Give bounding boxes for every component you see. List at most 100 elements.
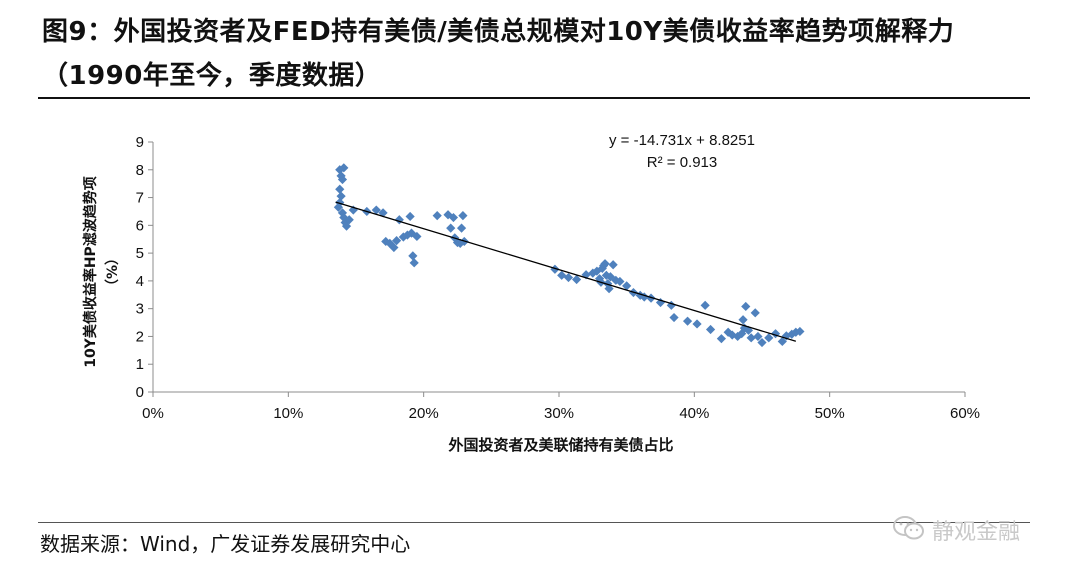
data-point bbox=[781, 331, 791, 341]
x-axis-title: 外国投资者及美联储持有美债占比 bbox=[447, 436, 673, 454]
data-point bbox=[408, 251, 418, 261]
data-source-note: 数据来源：Wind，广发证券发展研究中心 bbox=[40, 532, 411, 556]
y-axis-title-line2: （%） bbox=[105, 251, 121, 293]
y-tick-label: 4 bbox=[136, 273, 144, 290]
data-point bbox=[716, 334, 726, 344]
data-point bbox=[705, 324, 716, 335]
x-tick-label: 10% bbox=[273, 405, 303, 422]
data-point bbox=[777, 336, 787, 347]
data-point bbox=[398, 232, 408, 242]
x-tick-label: 20% bbox=[409, 405, 439, 422]
r-squared-label: R² = 0.913 bbox=[647, 154, 717, 171]
x-tick-label: 30% bbox=[544, 405, 574, 422]
data-point bbox=[770, 329, 781, 339]
data-point bbox=[392, 236, 402, 246]
y-axis-title: 10Y美债收益率HP滤波趋势项 （%） bbox=[82, 176, 121, 368]
y-tick-label: 3 bbox=[136, 301, 144, 318]
y-tick-label: 8 bbox=[136, 162, 144, 179]
x-tick-label: 50% bbox=[815, 405, 845, 422]
y-axis-title-line1: 10Y美债收益率HP滤波趋势项 bbox=[82, 176, 99, 368]
data-point bbox=[406, 228, 417, 238]
data-point bbox=[563, 272, 574, 283]
data-point bbox=[753, 331, 763, 342]
data-point bbox=[746, 333, 756, 343]
y-axis-ticks: 0 1 2 3 4 5 6 7 8 9 bbox=[136, 134, 153, 401]
data-point bbox=[603, 279, 613, 289]
data-point bbox=[336, 191, 346, 201]
data-point bbox=[448, 212, 459, 223]
plot-area: 0 1 2 3 4 5 6 7 8 9 0% 10% 20% 30% 40% 50% 60% bbox=[136, 134, 980, 422]
trend-line bbox=[335, 201, 797, 342]
y-tick-label: 0 bbox=[136, 384, 144, 401]
data-point bbox=[733, 331, 743, 342]
data-point bbox=[743, 325, 754, 335]
data-point bbox=[446, 223, 456, 233]
data-point bbox=[592, 266, 602, 276]
data-point bbox=[371, 205, 381, 215]
data-point bbox=[764, 333, 774, 343]
data-point bbox=[550, 264, 560, 274]
trendline-equation-label: y = -14.731x + 8.8251 bbox=[609, 132, 755, 149]
y-tick-label: 6 bbox=[136, 217, 144, 234]
data-point bbox=[739, 323, 750, 333]
data-point bbox=[738, 315, 748, 325]
x-axis-ticks: 0% 10% 20% 30% 40% 50% 60% bbox=[142, 392, 980, 422]
x-tick-label: 60% bbox=[950, 405, 980, 422]
data-points bbox=[333, 163, 805, 348]
x-tick-label: 40% bbox=[679, 405, 709, 422]
figure-title-line1: 图9：外国投资者及FED持有美债/美债总规模对10Y美债收益率趋势项解释力 bbox=[42, 17, 955, 47]
data-point bbox=[727, 330, 737, 340]
data-point bbox=[412, 231, 422, 242]
data-point bbox=[615, 276, 625, 287]
y-tick-label: 9 bbox=[136, 134, 144, 151]
data-point bbox=[757, 337, 767, 348]
data-point bbox=[595, 274, 605, 284]
data-point bbox=[344, 215, 354, 225]
data-point bbox=[337, 174, 348, 185]
y-tick-label: 5 bbox=[136, 245, 144, 262]
y-tick-label: 7 bbox=[136, 190, 144, 207]
data-point bbox=[700, 300, 710, 310]
data-point bbox=[588, 268, 598, 278]
watermark-text: 静观金融 bbox=[932, 520, 1021, 545]
data-point bbox=[608, 260, 618, 270]
data-point bbox=[409, 258, 419, 268]
data-point bbox=[622, 281, 632, 291]
data-point bbox=[669, 312, 679, 323]
data-point bbox=[378, 208, 388, 218]
data-point bbox=[335, 197, 345, 208]
source-divider bbox=[38, 522, 1030, 523]
data-point bbox=[456, 223, 467, 233]
data-point bbox=[335, 184, 345, 194]
data-point bbox=[339, 163, 349, 173]
data-point bbox=[600, 259, 610, 269]
y-tick-label: 1 bbox=[136, 356, 144, 373]
data-point bbox=[741, 301, 751, 312]
x-tick-label: 0% bbox=[142, 405, 164, 422]
data-point bbox=[432, 211, 442, 221]
data-point bbox=[791, 327, 801, 337]
data-point bbox=[389, 242, 399, 253]
figure-title-line2: （1990年至今，季度数据） bbox=[42, 61, 382, 91]
data-point bbox=[639, 292, 649, 302]
data-point bbox=[405, 211, 415, 222]
data-point bbox=[787, 329, 797, 339]
data-point bbox=[604, 284, 614, 294]
wechat-icon bbox=[892, 514, 926, 546]
data-point bbox=[750, 308, 760, 318]
data-point bbox=[682, 316, 693, 326]
data-point bbox=[402, 230, 413, 240]
data-point bbox=[795, 326, 805, 337]
data-point bbox=[601, 270, 611, 280]
data-point bbox=[666, 300, 676, 310]
data-point bbox=[692, 319, 702, 329]
watermark: 静观金融 bbox=[892, 514, 1020, 546]
data-point bbox=[333, 202, 344, 212]
data-point bbox=[458, 211, 468, 221]
y-tick-label: 2 bbox=[136, 328, 144, 345]
data-point bbox=[571, 274, 582, 285]
data-point bbox=[394, 215, 404, 225]
title-divider bbox=[38, 97, 1030, 99]
figure-title: 图9：外国投资者及FED持有美债/美债总规模对10Y美债收益率趋势项解释力 （1… bbox=[42, 10, 1032, 98]
